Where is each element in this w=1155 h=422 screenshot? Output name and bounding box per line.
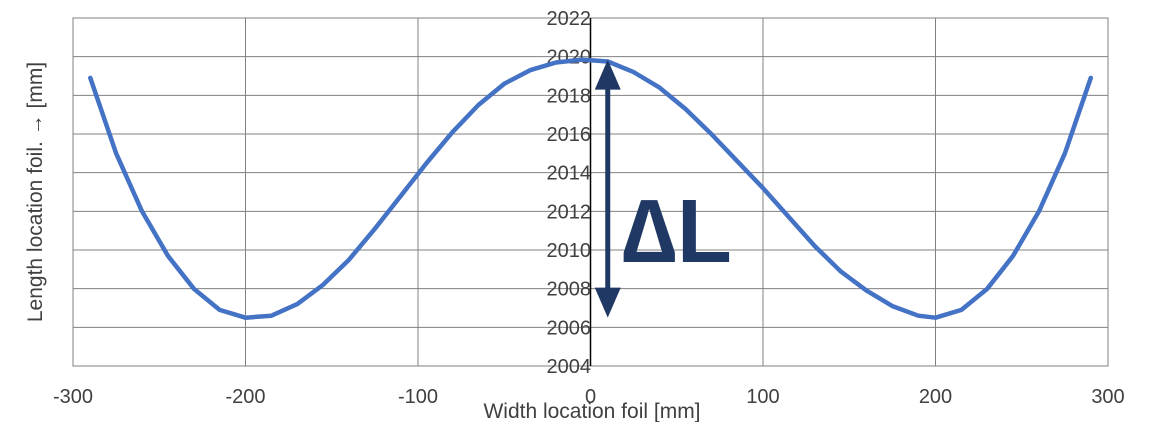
y-tick-label: 2006 — [547, 317, 592, 339]
y-tick-label: 2016 — [547, 124, 592, 146]
y-tick-label: 2004 — [547, 356, 592, 378]
series-line — [88, 57, 1094, 320]
series-layer — [88, 57, 1094, 320]
x-tick-label: 100 — [746, 386, 779, 408]
y-tick-label: 2012 — [547, 201, 592, 223]
y-tick-label: 2010 — [547, 240, 592, 262]
y-tick-label: 2022 — [547, 8, 592, 30]
delta-arrow-head-bottom — [594, 287, 621, 318]
y-axis-title: Length location foil. → [mm] — [24, 62, 47, 322]
x-tick-label: 200 — [919, 386, 952, 408]
x-tick-label: 0 — [585, 386, 596, 408]
delta-l-annotation: ∆L — [594, 59, 732, 318]
x-tick-label: 300 — [1091, 386, 1124, 408]
x-tick-label: -300 — [53, 386, 93, 408]
delta-l-label: ∆L — [622, 182, 732, 282]
y-tick-label: 2008 — [547, 279, 592, 301]
y-tick-label: 2018 — [547, 85, 592, 107]
x-tick-label: -200 — [225, 386, 265, 408]
y-tick-label: 2014 — [547, 163, 592, 185]
x-axis-title: Width location foil [mm] — [483, 400, 700, 422]
x-tick-label: -100 — [398, 386, 438, 408]
x-tick-labels: -300 -200 -100 0 100 200 300 — [53, 386, 1125, 408]
delta-arrow-head-top — [594, 59, 621, 90]
